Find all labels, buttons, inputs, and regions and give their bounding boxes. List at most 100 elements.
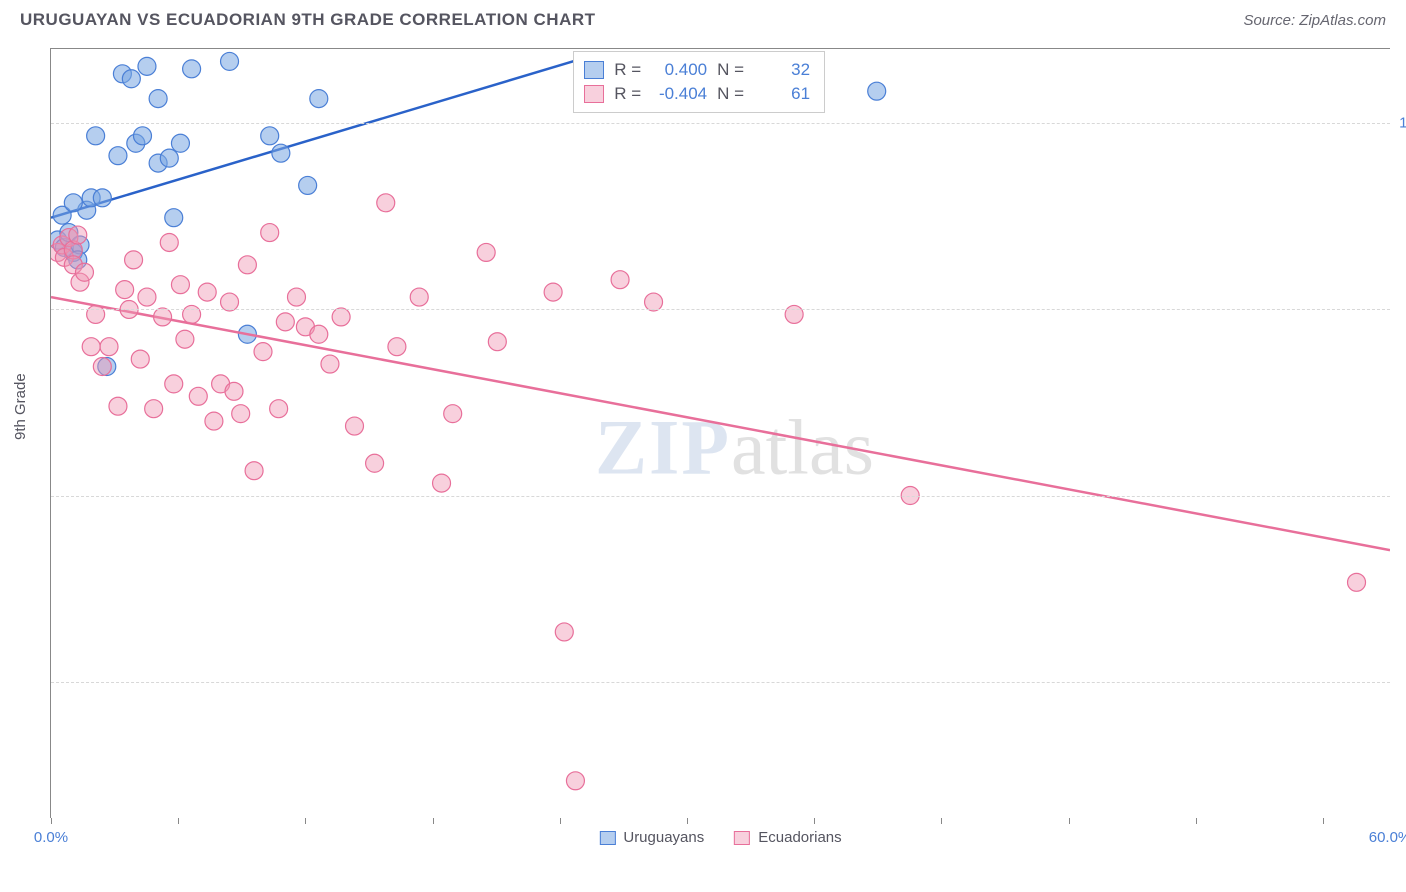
data-point [87,305,105,323]
data-point [645,293,663,311]
legend-row-ecuadorians: R = -0.404 N = 61 [584,82,810,106]
data-point [544,283,562,301]
ytick-label: 85.0% [1395,487,1406,504]
scatter-svg [51,49,1390,818]
chart-plot-area: ZIPatlas R = 0.400 N = 32 R = -0.404 N =… [50,48,1390,818]
data-point [321,355,339,373]
n-label: N = [717,60,744,80]
r-value-ecuadorians: -0.404 [651,84,707,104]
data-point [165,209,183,227]
data-point [272,144,290,162]
data-point [221,52,239,70]
swatch-uruguayans [584,61,604,79]
xtick-mark [814,818,815,824]
xtick-mark [687,818,688,824]
data-point [93,358,111,376]
data-point [171,134,189,152]
data-point [366,454,384,472]
ytick-label: 100.0% [1395,115,1406,132]
data-point [287,288,305,306]
gridline [51,682,1390,683]
data-point [433,474,451,492]
data-point [245,462,263,480]
data-point [93,189,111,207]
data-point [160,234,178,252]
xtick-mark [305,818,306,824]
n-label: N = [717,84,744,104]
legend-row-uruguayans: R = 0.400 N = 32 [584,58,810,82]
data-point [444,405,462,423]
data-point [183,305,201,323]
ytick-label: 77.5% [1395,673,1406,690]
data-point [109,147,127,165]
gridline [51,496,1390,497]
data-point [270,400,288,418]
data-point [198,283,216,301]
data-point [100,338,118,356]
data-point [176,330,194,348]
data-point [116,281,134,299]
xtick-label-min: 0.0% [34,829,68,846]
data-point [189,387,207,405]
data-point [261,224,279,242]
xtick-mark [1196,818,1197,824]
data-point [566,772,584,790]
source-label: Source: ZipAtlas.com [1243,12,1386,29]
r-value-uruguayans: 0.400 [651,60,707,80]
series-label-ecuadorians: Ecuadorians [758,829,841,846]
data-point [154,308,172,326]
data-point [310,90,328,108]
xtick-mark [1323,818,1324,824]
data-point [125,251,143,269]
series-legend: Uruguayans Ecuadorians [599,829,841,846]
data-point [122,70,140,88]
gridline [51,309,1390,310]
data-point [131,350,149,368]
data-point [299,176,317,194]
data-point [555,623,573,641]
data-point [232,405,250,423]
data-point [332,308,350,326]
data-point [82,338,100,356]
data-point [238,256,256,274]
data-point [149,90,167,108]
data-point [310,325,328,343]
data-point [261,127,279,145]
xtick-mark [1069,818,1070,824]
data-point [64,194,82,212]
data-point [205,412,223,430]
xtick-mark [51,818,52,824]
data-point [477,243,495,261]
r-label: R = [614,84,641,104]
data-point [75,263,93,281]
gridline [51,123,1390,124]
legend-item-ecuadorians: Ecuadorians [734,829,841,846]
swatch-ecuadorians-small [734,831,750,845]
legend-item-uruguayans: Uruguayans [599,829,704,846]
data-point [785,305,803,323]
ytick-label: 92.5% [1395,301,1406,318]
xtick-mark [178,818,179,824]
xtick-mark [560,818,561,824]
data-point [377,194,395,212]
data-point [69,226,87,244]
data-point [254,343,272,361]
data-point [160,149,178,167]
chart-title: URUGUAYAN VS ECUADORIAN 9TH GRADE CORREL… [20,10,596,30]
data-point [388,338,406,356]
data-point [488,333,506,351]
y-axis-label: 9th Grade [12,373,29,440]
xtick-label-max: 60.0% [1369,829,1406,846]
data-point [183,60,201,78]
stats-legend: R = 0.400 N = 32 R = -0.404 N = 61 [573,51,825,113]
swatch-ecuadorians [584,85,604,103]
xtick-mark [433,818,434,824]
series-label-uruguayans: Uruguayans [623,829,704,846]
data-point [145,400,163,418]
data-point [134,127,152,145]
data-point [1348,573,1366,591]
swatch-uruguayans-small [599,831,615,845]
data-point [346,417,364,435]
n-value-ecuadorians: 61 [754,84,810,104]
data-point [87,127,105,145]
